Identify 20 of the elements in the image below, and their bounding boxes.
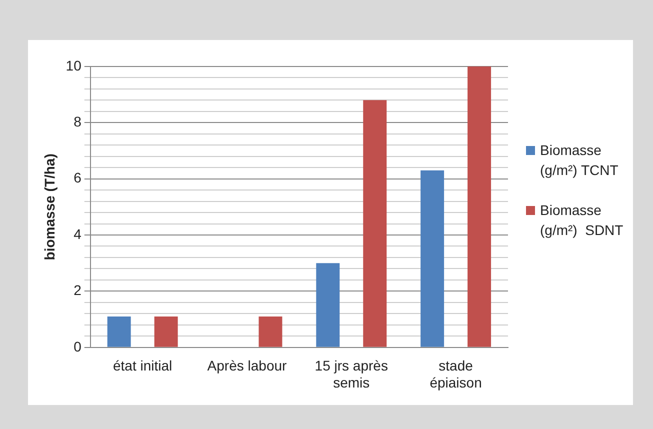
y-tick-label: 8 bbox=[74, 113, 82, 130]
legend-label: Biomasse (g/m²) SDNT bbox=[540, 201, 624, 240]
x-tick-label: 15 jrs après semis bbox=[314, 358, 388, 390]
bar bbox=[468, 66, 492, 347]
bar bbox=[363, 100, 387, 347]
y-tick-label: 4 bbox=[74, 226, 82, 242]
x-tick-label: état initial bbox=[113, 358, 172, 374]
bar bbox=[107, 316, 131, 347]
bar bbox=[258, 316, 282, 347]
y-tick-label: 10 bbox=[66, 57, 82, 74]
bar bbox=[420, 170, 444, 347]
bar bbox=[316, 263, 340, 347]
x-tick-label: stade épiaison bbox=[430, 358, 482, 390]
bar bbox=[154, 316, 178, 347]
y-tick-label: 2 bbox=[74, 282, 82, 298]
y-tick-label: 6 bbox=[74, 170, 82, 186]
y-tick-label: 0 bbox=[74, 338, 82, 354]
y-axis-title: biomasse (T/ha) bbox=[41, 154, 58, 260]
legend-label: Biomasse (g/m²) TCNT bbox=[540, 141, 620, 180]
x-tick-label: Après labour bbox=[207, 358, 288, 374]
